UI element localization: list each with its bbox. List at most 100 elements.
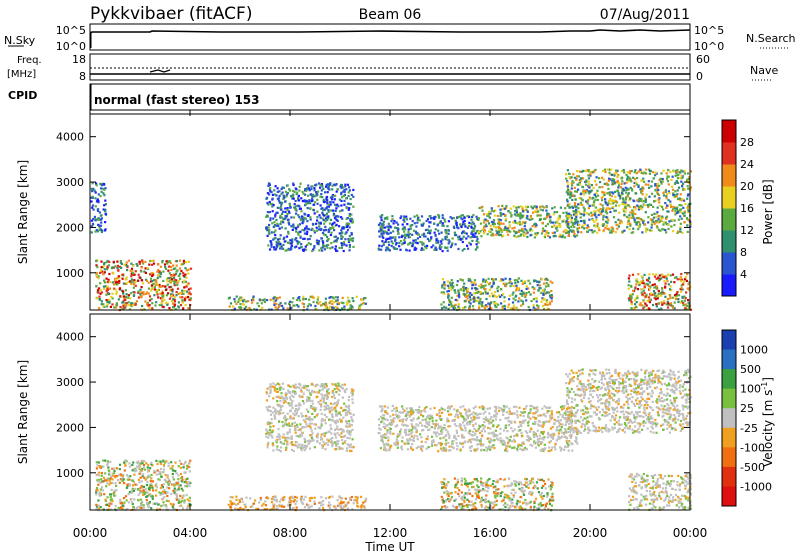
echo-cell	[136, 462, 140, 465]
echo-cell	[289, 189, 292, 192]
echo-cell	[102, 265, 105, 268]
echo-cell	[313, 187, 316, 190]
echo-cell	[278, 438, 281, 441]
echo-cell	[652, 220, 655, 223]
echo-cell	[574, 201, 577, 205]
echo-cell	[152, 272, 155, 275]
echo-cell	[508, 298, 511, 301]
echo-cell	[318, 225, 321, 228]
echo-cell	[281, 405, 284, 408]
echo-cell	[129, 280, 132, 283]
echo-cell	[679, 211, 682, 214]
echo-cell	[237, 508, 240, 511]
echo-cell	[536, 284, 539, 287]
echo-cell	[665, 275, 668, 278]
echo-cell	[273, 224, 276, 228]
echo-cell	[329, 218, 333, 221]
echo-cell	[157, 472, 161, 476]
echo-cell	[121, 504, 124, 507]
echo-cell	[426, 218, 430, 221]
echo-cell	[566, 215, 569, 218]
echo-cell	[564, 207, 567, 210]
echo-cell	[641, 280, 644, 283]
echo-cell	[387, 232, 390, 235]
echo-cell	[275, 395, 278, 398]
echo-cell	[529, 227, 532, 230]
echo-cell	[274, 213, 277, 216]
echo-cell	[301, 400, 305, 403]
echo-cell	[290, 499, 293, 502]
echo-cell	[99, 493, 103, 497]
echo-cell	[320, 436, 323, 439]
echo-cell	[677, 300, 680, 304]
echo-cell	[515, 284, 518, 287]
echo-cell	[259, 498, 262, 502]
echo-cell	[479, 286, 482, 289]
echo-cell	[317, 239, 321, 243]
echo-cell	[114, 288, 117, 291]
echo-cell	[274, 306, 277, 309]
echo-cell	[99, 505, 102, 509]
cpid-text: normal (fast stereo) 153	[94, 93, 260, 107]
echo-cell	[650, 292, 653, 295]
echo-cell	[333, 213, 336, 216]
echo-cell	[164, 288, 168, 291]
echo-cell	[137, 279, 140, 282]
echo-cell	[268, 232, 271, 235]
echo-cell	[292, 496, 295, 500]
echo-cell	[139, 504, 143, 507]
echo-cell	[586, 202, 589, 205]
echo-cell	[502, 234, 505, 237]
echo-cell	[490, 307, 493, 310]
echo-cell	[483, 228, 486, 232]
echo-cell	[610, 199, 613, 202]
echo-cell	[496, 290, 499, 293]
echo-cell	[183, 286, 186, 289]
echo-cell	[641, 199, 644, 202]
echo-cell	[99, 292, 102, 295]
echo-cell	[630, 216, 633, 219]
echo-cell	[230, 501, 233, 504]
echo-cell	[176, 287, 180, 290]
echo-cell	[158, 270, 161, 273]
echo-cell	[492, 278, 495, 281]
echo-cell	[627, 219, 630, 222]
echo-cell	[183, 471, 186, 474]
echo-cell	[576, 183, 579, 186]
echo-cell	[108, 505, 111, 508]
echo-cell	[472, 308, 475, 311]
echo-cell	[148, 502, 151, 505]
echo-cell	[283, 196, 286, 199]
echo-cell	[493, 214, 496, 217]
echo-cell	[106, 300, 109, 303]
echo-cell	[128, 304, 131, 307]
echo-cell	[485, 281, 488, 284]
echo-cell	[167, 269, 170, 272]
echo-cell	[679, 222, 682, 225]
echo-cell	[161, 486, 164, 489]
echo-cell	[285, 235, 289, 238]
echo-cell	[468, 296, 471, 299]
echo-cell	[106, 303, 109, 306]
echo-cell	[175, 270, 178, 273]
echo-cell	[548, 214, 551, 217]
echo-cell	[503, 228, 506, 231]
echo-cell	[232, 305, 235, 308]
echo-cell	[171, 300, 174, 303]
echo-cell	[581, 224, 584, 227]
echo-cell	[100, 486, 104, 489]
echo-cell	[669, 219, 673, 222]
echo-cell	[301, 447, 304, 450]
echo-cell	[310, 505, 313, 508]
echo-cell	[344, 238, 347, 241]
echo-cell	[318, 214, 321, 217]
echo-cell	[269, 425, 272, 428]
echo-cell	[535, 300, 538, 303]
echo-cell	[289, 415, 292, 418]
echo-cell	[111, 303, 114, 306]
echo-cell	[576, 227, 579, 230]
echo-cell	[141, 259, 144, 262]
echo-cell	[475, 230, 478, 233]
echo-cell	[384, 249, 388, 252]
echo-cell	[628, 299, 631, 302]
